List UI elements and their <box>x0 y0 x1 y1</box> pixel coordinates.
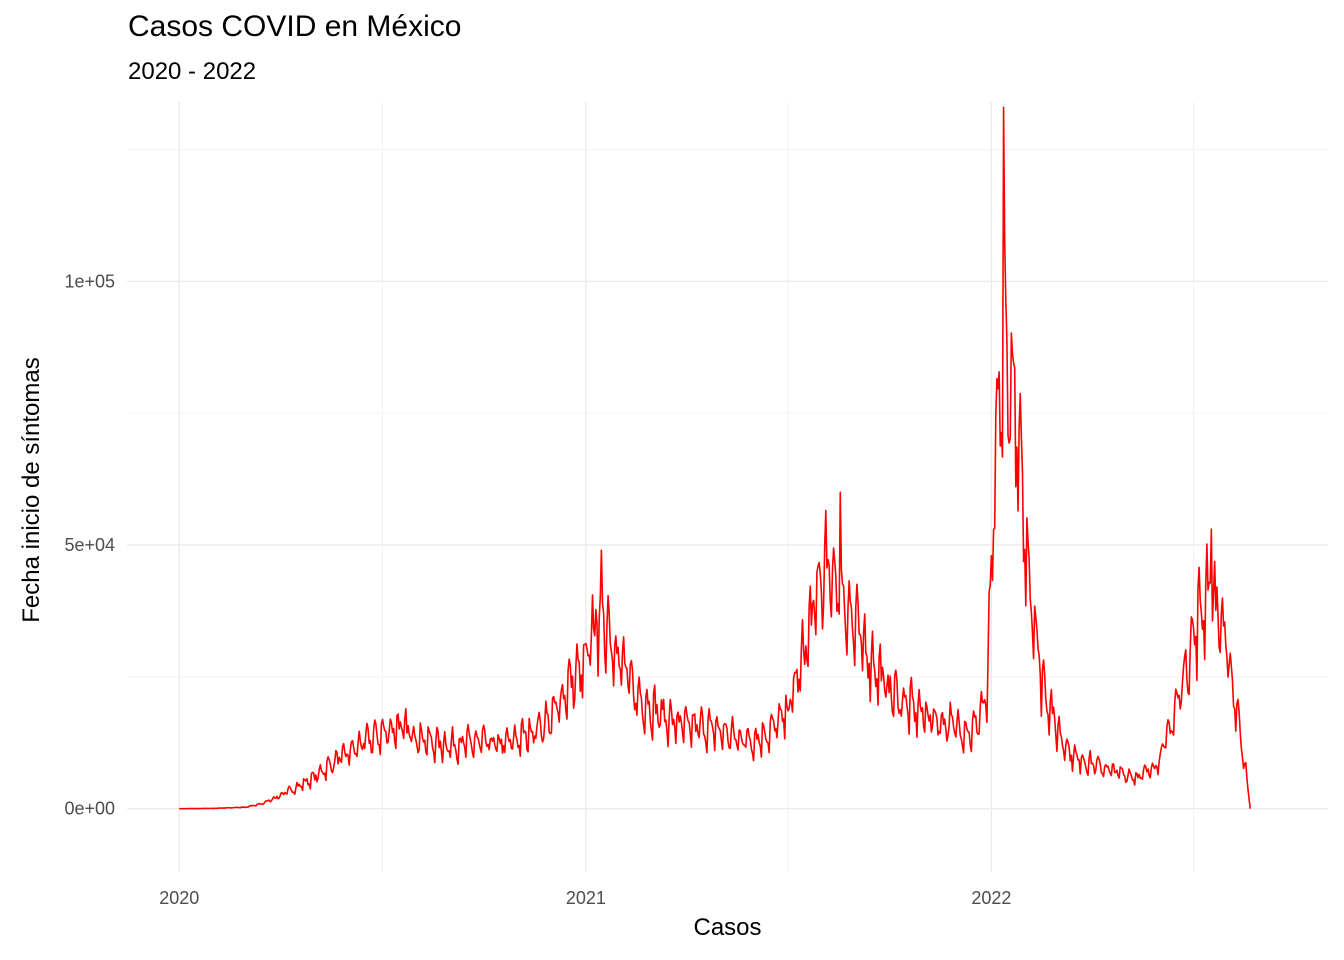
x-axis-label: Casos <box>693 914 762 941</box>
y-tick-label: 1e+05 <box>64 271 115 291</box>
y-tick-label: 5e+04 <box>64 535 115 555</box>
x-tick-label: 2020 <box>159 888 199 908</box>
chart-title: Casos COVID en México <box>128 10 462 43</box>
chart-subtitle: 2020 - 2022 <box>128 58 257 85</box>
x-tick-label: 2022 <box>971 888 1011 908</box>
series-line <box>179 106 1252 810</box>
major-gridlines <box>127 102 1328 872</box>
y-axis-label: Fecha inicio de síntomas <box>18 357 45 623</box>
x-tick-labels: 2020 2021 2022 <box>159 888 1011 908</box>
y-tick-labels: 0e+00 5e+04 1e+05 <box>64 271 115 818</box>
y-tick-label: 0e+00 <box>64 799 115 819</box>
minor-gridlines <box>127 102 1328 872</box>
x-tick-label: 2021 <box>566 888 606 908</box>
